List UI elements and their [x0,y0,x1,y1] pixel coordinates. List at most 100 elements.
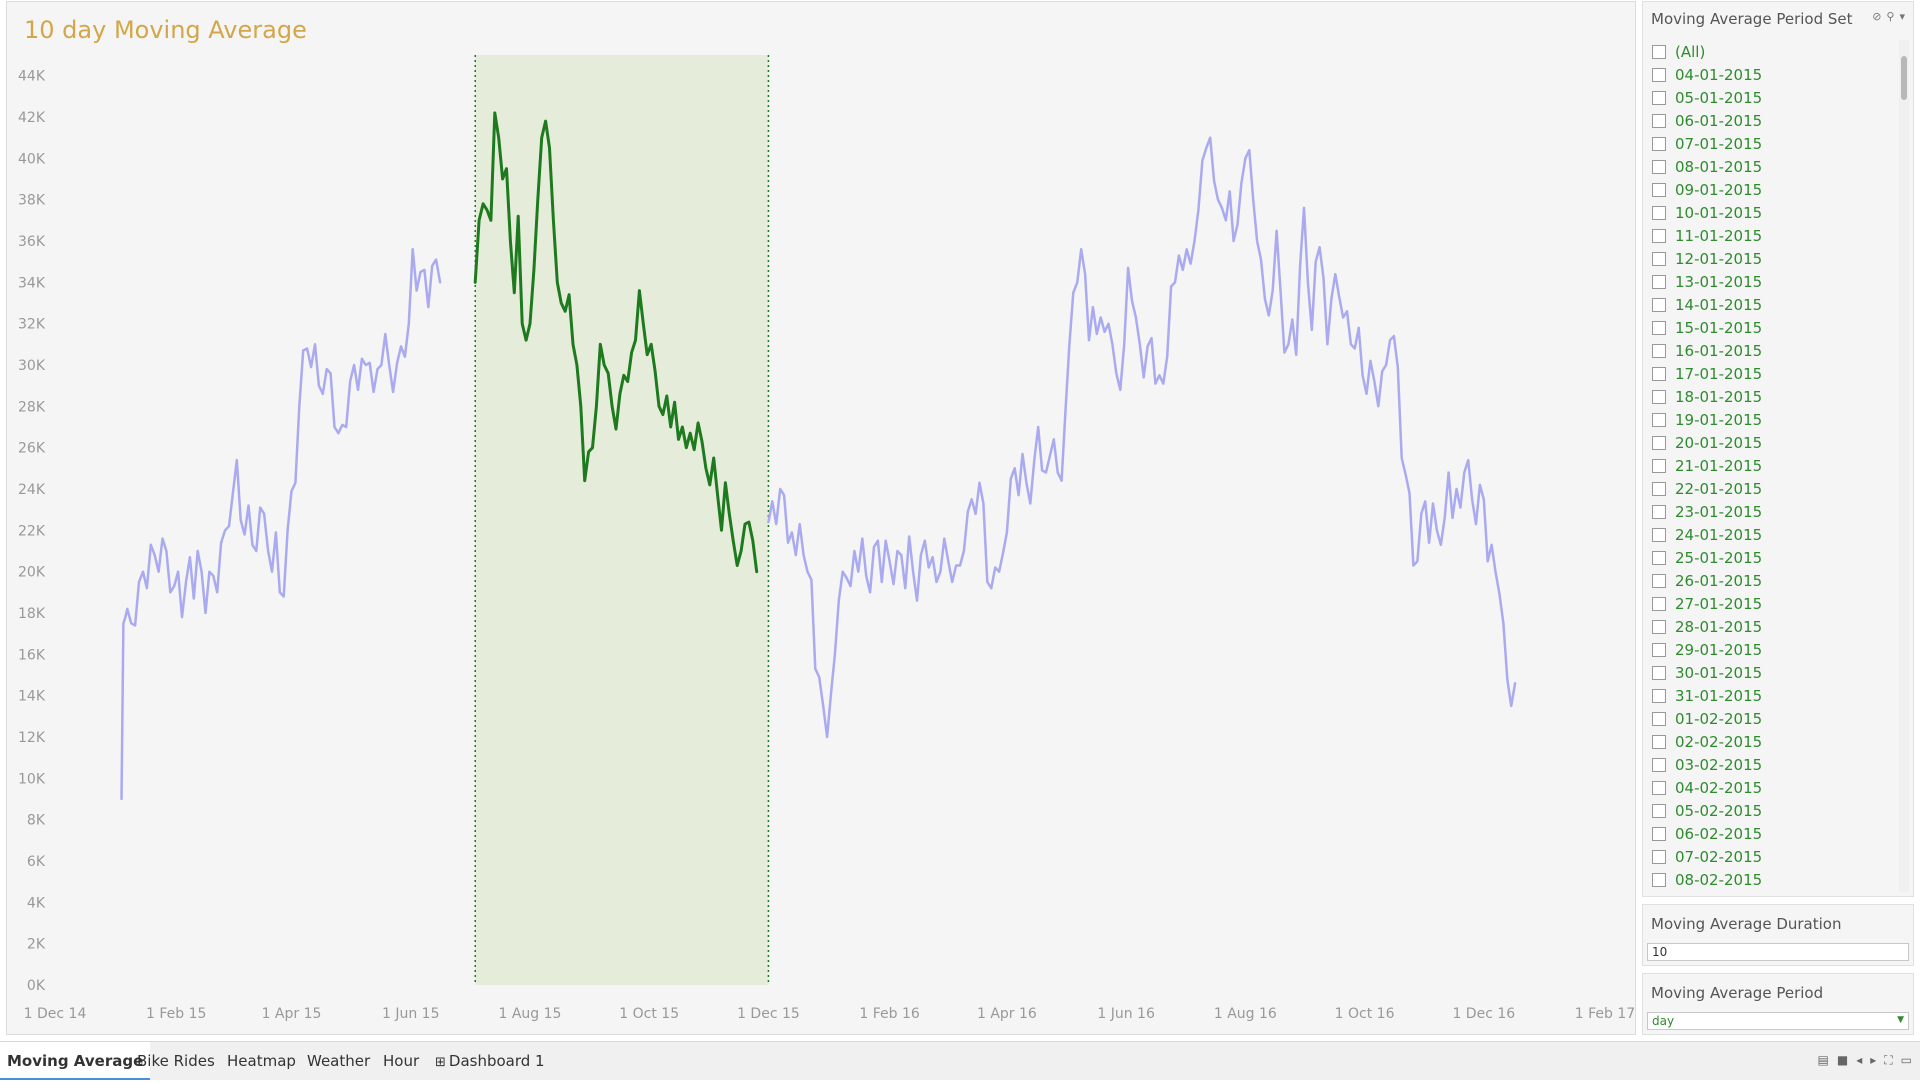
checkbox[interactable] [1652,688,1666,703]
checkbox[interactable] [1652,550,1666,565]
chevron-down-icon[interactable]: ▾ [1899,10,1905,23]
period-set-item[interactable]: 31-01-2015 [1649,684,1887,707]
period-set-item[interactable]: 03-02-2015 [1649,753,1887,776]
period-set-item[interactable]: 19-01-2015 [1649,408,1887,431]
period-set-item[interactable]: 13-01-2015 [1649,270,1887,293]
checkbox[interactable] [1652,458,1666,473]
checkbox[interactable] [1652,228,1666,243]
period-set-item[interactable]: 10-01-2015 [1649,201,1887,224]
tab-hour[interactable]: Hour [376,1042,426,1080]
scrollbar[interactable] [1899,40,1909,892]
period-set-item[interactable]: 23-01-2015 [1649,500,1887,523]
period-set-item-label: 08-01-2015 [1675,157,1763,176]
period-set-item[interactable]: 30-01-2015 [1649,661,1887,684]
x-tick-label: 1 Oct 15 [619,1006,679,1022]
sheet-sorter-icon[interactable]: ▤ [1817,1053,1829,1067]
checkbox[interactable] [1652,527,1666,542]
checkbox[interactable] [1652,343,1666,358]
duration-input[interactable] [1647,943,1909,961]
line-chart[interactable]: 0K 2K 4K 6K 8K 10K 12K 14K 16K 18K 20K 22K 24K 26K 28K… [7,2,1635,1034]
period-set-item[interactable]: 08-02-2015 [1649,868,1887,891]
checkbox[interactable] [1652,803,1666,818]
tab-moving-average[interactable]: Moving Average [0,1042,151,1080]
period-set-item[interactable]: 04-01-2015 [1649,63,1887,86]
period-select[interactable]: day ▼ [1647,1012,1909,1030]
period-set-item[interactable]: 06-01-2015 [1649,109,1887,132]
period-set-item[interactable]: 18-01-2015 [1649,385,1887,408]
period-set-item[interactable]: 15-01-2015 [1649,316,1887,339]
checkbox[interactable] [1652,320,1666,335]
period-set-item-label: 09-01-2015 [1675,180,1763,199]
clear-filter-icon[interactable]: ⊘ [1872,10,1882,23]
checkbox[interactable] [1652,113,1666,128]
period-set-item[interactable]: 14-01-2015 [1649,293,1887,316]
period-set-item[interactable]: 12-01-2015 [1649,247,1887,270]
search-icon[interactable]: ⚲ [1886,10,1895,23]
period-set-item[interactable]: 01-02-2015 [1649,707,1887,730]
fullscreen-icon[interactable]: ⛶ [1884,1053,1893,1067]
period-set-item[interactable]: 29-01-2015 [1649,638,1887,661]
checkbox[interactable] [1652,67,1666,82]
period-set-item[interactable]: 17-01-2015 [1649,362,1887,385]
checkbox[interactable] [1652,44,1666,59]
checkbox[interactable] [1652,90,1666,105]
period-set-item[interactable]: 25-01-2015 [1649,546,1887,569]
checkbox[interactable] [1652,274,1666,289]
y-tick-label: 28K [18,399,46,415]
tab-bike-rides[interactable]: Bike Rides [130,1042,222,1080]
checkbox[interactable] [1652,412,1666,427]
checkbox[interactable] [1652,872,1666,887]
checkbox[interactable] [1652,757,1666,772]
filmstrip-icon[interactable]: ■ [1836,1053,1849,1067]
checkbox[interactable] [1652,826,1666,841]
period-set-item[interactable]: 28-01-2015 [1649,615,1887,638]
checkbox[interactable] [1652,389,1666,404]
checkbox[interactable] [1652,136,1666,151]
period-set-item[interactable]: 11-01-2015 [1649,224,1887,247]
next-icon[interactable]: ▸ [1870,1053,1877,1067]
checkbox[interactable] [1652,205,1666,220]
checkbox[interactable] [1652,642,1666,657]
checkbox[interactable] [1652,734,1666,749]
tab-dashboard-1[interactable]: ⊞ Dashboard 1 [428,1042,552,1080]
period-set-item[interactable]: 22-01-2015 [1649,477,1887,500]
period-set-item[interactable]: 24-01-2015 [1649,523,1887,546]
checkbox[interactable] [1652,573,1666,588]
period-set-item[interactable]: 21-01-2015 [1649,454,1887,477]
checkbox[interactable] [1652,711,1666,726]
period-set-item[interactable]: 09-01-2015 [1649,178,1887,201]
period-set-item[interactable]: 05-02-2015 [1649,799,1887,822]
prev-icon[interactable]: ◂ [1856,1053,1863,1067]
tab-weather[interactable]: Weather [300,1042,377,1080]
checkbox[interactable] [1652,596,1666,611]
checkbox[interactable] [1652,780,1666,795]
checkbox[interactable] [1652,159,1666,174]
checkbox[interactable] [1652,665,1666,680]
scrollbar-thumb[interactable] [1901,56,1907,100]
period-set-item[interactable]: 04-02-2015 [1649,776,1887,799]
period-set-item[interactable]: 20-01-2015 [1649,431,1887,454]
checkbox[interactable] [1652,297,1666,312]
tab-label: Bike Rides [137,1052,215,1070]
checkbox[interactable] [1652,504,1666,519]
checkbox[interactable] [1652,619,1666,634]
tab-label: Moving Average [7,1052,144,1070]
checkbox[interactable] [1652,435,1666,450]
checkbox[interactable] [1652,849,1666,864]
period-set-item[interactable]: 02-02-2015 [1649,730,1887,753]
period-set-item[interactable]: 27-01-2015 [1649,592,1887,615]
period-set-item[interactable]: 08-01-2015 [1649,155,1887,178]
present-icon[interactable]: ▭ [1900,1053,1912,1067]
period-set-item[interactable]: 06-02-2015 [1649,822,1887,845]
period-set-item[interactable]: 26-01-2015 [1649,569,1887,592]
period-set-item[interactable]: 07-01-2015 [1649,132,1887,155]
tab-heatmap[interactable]: Heatmap [220,1042,303,1080]
checkbox[interactable] [1652,182,1666,197]
checkbox[interactable] [1652,366,1666,381]
checkbox[interactable] [1652,251,1666,266]
period-set-item[interactable]: (All) [1649,40,1887,63]
period-set-item[interactable]: 05-01-2015 [1649,86,1887,109]
period-set-item[interactable]: 16-01-2015 [1649,339,1887,362]
period-set-item[interactable]: 07-02-2015 [1649,845,1887,868]
checkbox[interactable] [1652,481,1666,496]
